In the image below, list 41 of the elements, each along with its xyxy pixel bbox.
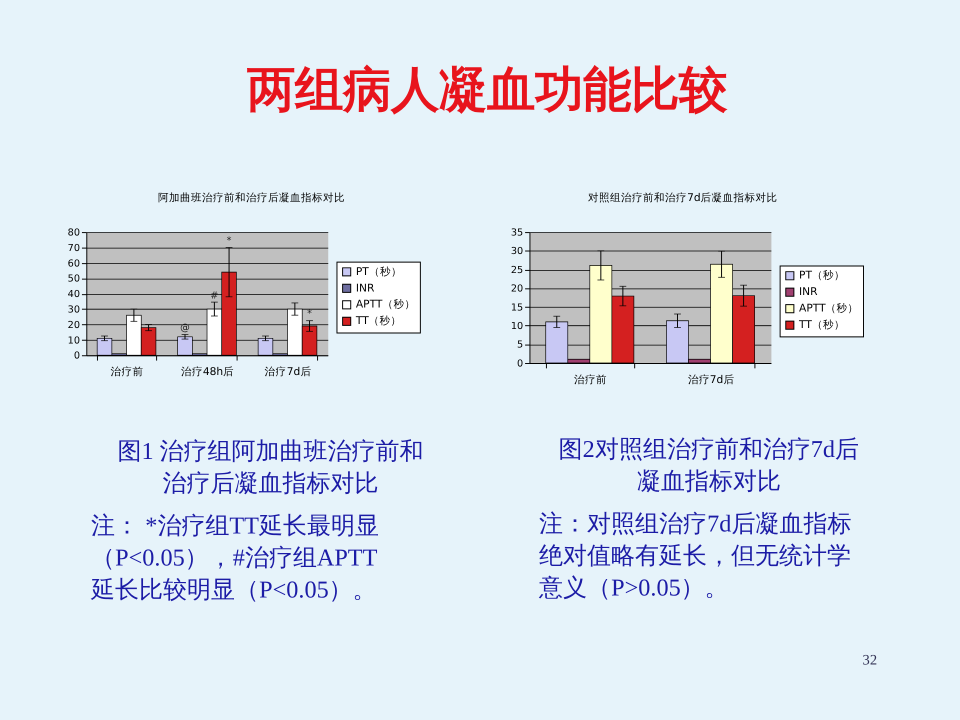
legend-label: INR [356, 281, 375, 294]
text: 两组病人凝血功能比较 [246, 62, 728, 118]
y-tick-label: 10 [510, 321, 524, 332]
text: 注：对照组治疗7d后凝血指标绝对值略有延长，但无统计学意义（P>0.05）。 [538, 510, 852, 602]
data-label: * [307, 308, 312, 320]
y-tick-label: 20 [510, 284, 524, 295]
y-tick-label: 10 [68, 335, 80, 346]
text: 32 [862, 652, 878, 669]
y-tick-label: 0 [516, 358, 524, 370]
x-tick-label: 治疗7d后 [264, 365, 312, 378]
legend-label: INR [799, 285, 818, 298]
y-tick-label: 15 [510, 302, 524, 314]
y-tick-label: 60 [68, 258, 80, 270]
x-tick-label: 治疗前 [110, 365, 144, 378]
y-tick-label: 0 [74, 350, 80, 362]
y-tick-label: 5 [516, 340, 524, 351]
y-tick-label: 20 [68, 320, 80, 331]
data-label: @ [180, 322, 190, 334]
y-tick-label: 70 [68, 242, 80, 254]
text: 注： *治疗组TT延长最明显（P<0.05），#治疗组APTT延长比较明显（P<0.05）。 [90, 512, 379, 604]
data-label: * [226, 236, 232, 247]
y-tick-label: 80 [68, 228, 80, 238]
caption: 图1 治疗组阿加曲班治疗前和治疗后凝血指标对比 [117, 438, 424, 498]
y-tick-label: 30 [510, 246, 524, 258]
y-tick-label: 35 [510, 228, 524, 238]
y-tick-label: 50 [68, 274, 80, 285]
x-tick-label: 治疗前 [574, 372, 607, 386]
legend-label: APTT（秒） [799, 302, 859, 315]
caption: 图2对照组治疗前和治疗7d后凝血指标对比 [558, 436, 860, 496]
legend-label: PT（秒） [799, 268, 845, 282]
legend-label: PT（秒） [356, 264, 402, 278]
legend-label: TT（秒） [798, 318, 845, 332]
y-tick-label: 40 [68, 289, 80, 300]
y-tick-label: 25 [510, 264, 524, 276]
chart-title: 阿加曲班治疗前和治疗后凝血指标对比 [158, 191, 345, 204]
x-tick-label: 治疗48h后 [180, 365, 234, 378]
chart-title: 对照组治疗前和治疗7d后凝血指标对比 [588, 191, 778, 204]
legend-label: TT（秒） [354, 314, 402, 328]
legend-label: APTT（秒） [356, 298, 416, 311]
y-tick-label: 30 [68, 304, 80, 316]
x-tick-label: 治疗7d后 [688, 372, 734, 386]
